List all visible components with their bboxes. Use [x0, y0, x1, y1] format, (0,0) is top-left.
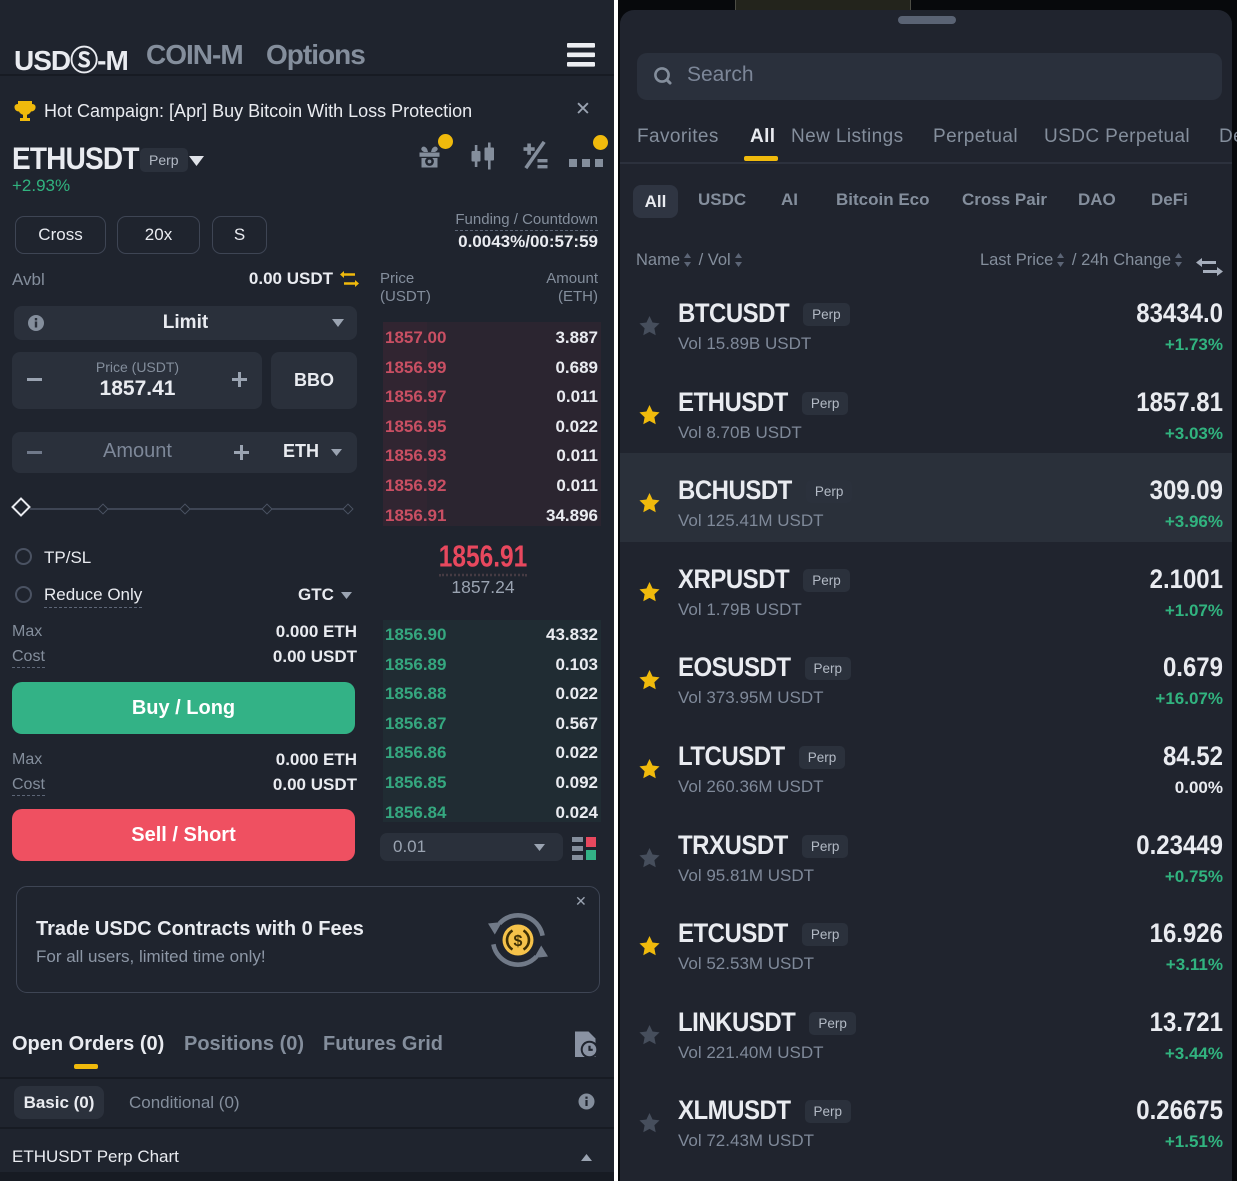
- svg-text:$: $: [514, 933, 523, 950]
